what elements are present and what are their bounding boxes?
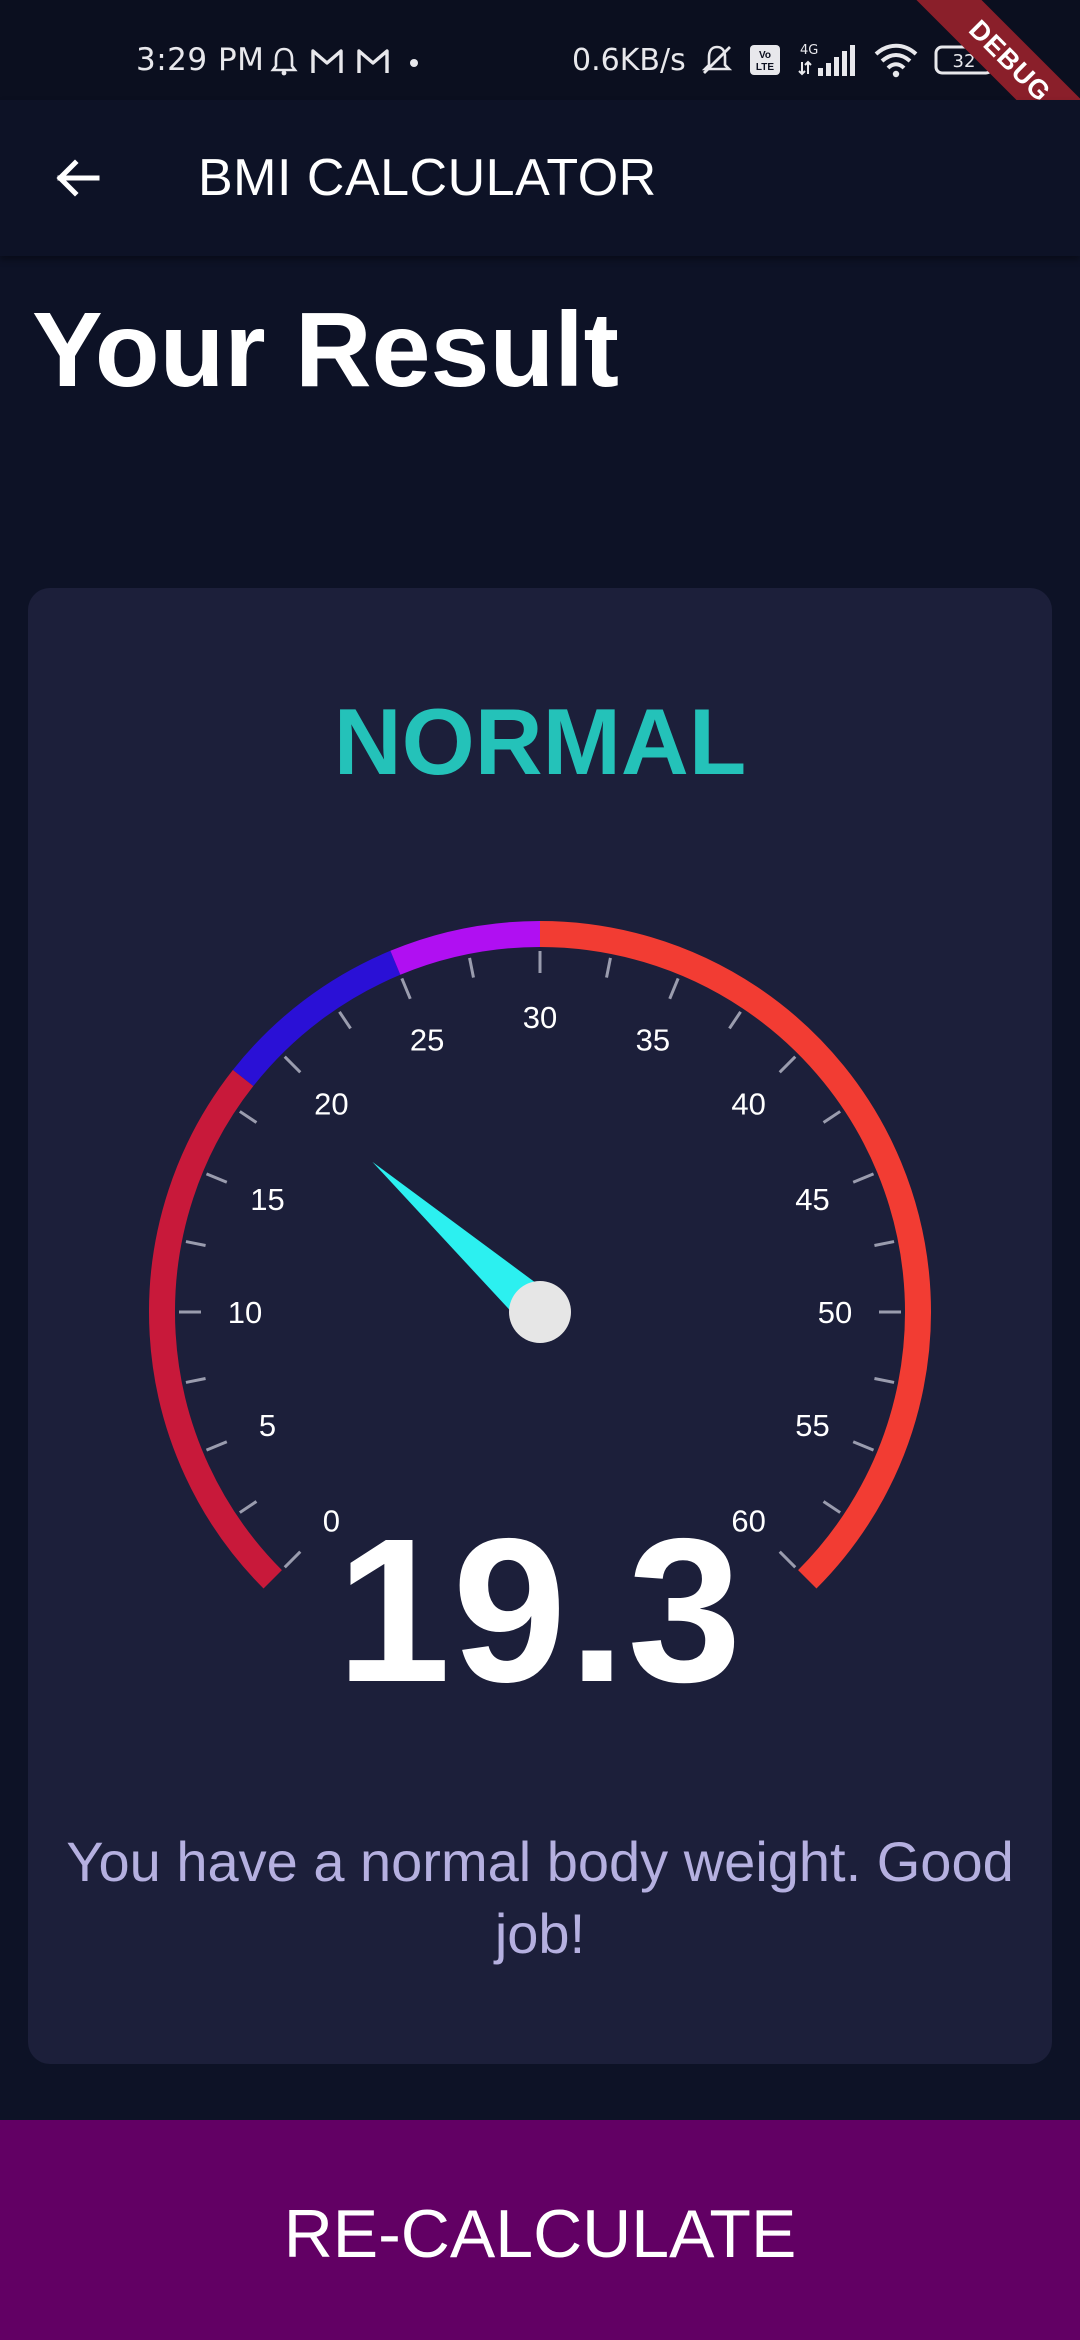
svg-text:Vo: Vo <box>759 50 771 61</box>
signal-icon: 4G <box>797 43 855 76</box>
gauge-tick <box>778 1055 797 1074</box>
bmi-value: 19.3 <box>336 1496 744 1725</box>
gauge-tick-label: 25 <box>410 1022 444 1057</box>
gauge-tick-label: 10 <box>228 1295 262 1330</box>
gauge-tick <box>400 977 412 1000</box>
gauge-tick-label: 15 <box>250 1182 284 1217</box>
gauge-tick-label: 20 <box>314 1086 348 1121</box>
arrow-left-icon <box>56 159 100 197</box>
status-bar: 3:29 PM 0.6KB/s Vo LTE 4G 32 <box>0 0 1080 100</box>
gauge-tick <box>205 1172 228 1184</box>
gauge-tick-label: 60 <box>731 1504 765 1539</box>
gauge-ranges <box>149 921 931 1589</box>
gauge-tick <box>239 1110 258 1124</box>
gauge-range-2 <box>390 921 541 975</box>
gauge-tick <box>822 1500 841 1514</box>
gauge-tick <box>283 1055 302 1074</box>
system-status: 0.6KB/s Vo LTE 4G 32 <box>572 42 1000 78</box>
gauge-labels: 0 5 10 15 20 25 30 35 40 45 50 55 60 <box>228 1000 852 1539</box>
page-title: Your Result <box>32 291 619 409</box>
gauge-tick-label: 50 <box>818 1295 852 1330</box>
gauge-tick <box>728 1011 742 1030</box>
gauge-tick-label: 35 <box>636 1022 670 1057</box>
recalculate-button[interactable]: RE-CALCULATE <box>0 2120 1080 2340</box>
status-time: 3:29 PM <box>136 42 265 78</box>
gauge-tick <box>778 1550 797 1569</box>
gauge-knob <box>509 1281 571 1343</box>
gauge-tick <box>874 1240 895 1247</box>
gauge-range-3 <box>539 921 931 1589</box>
recalculate-label: RE-CALCULATE <box>283 2196 797 2272</box>
gauge-tick-label: 45 <box>795 1182 829 1217</box>
battery-level: 32 <box>952 51 975 72</box>
gauge-tick <box>185 1377 206 1384</box>
gauge-tick <box>822 1110 841 1124</box>
gmail-icon <box>357 49 389 73</box>
app-bar: BMI CALCULATOR <box>0 100 1080 256</box>
gauge-tick <box>205 1440 228 1452</box>
gauge-tick-label: 5 <box>259 1408 276 1443</box>
mute-icon <box>701 45 732 74</box>
gmail-icon <box>311 49 343 73</box>
notification-icons <box>270 46 426 76</box>
svg-text:LTE: LTE <box>756 62 774 73</box>
gauge-tick <box>668 977 680 1000</box>
gauge-ticks <box>179 951 901 1569</box>
result-message: You have a normal body weight. Good job! <box>66 1830 1014 1965</box>
alarm-icon <box>270 47 298 76</box>
gauge-tick <box>874 1377 895 1384</box>
gauge-needle <box>372 1161 555 1328</box>
gauge-range-0 <box>149 1069 282 1589</box>
gauge-tick-label: 30 <box>523 1000 557 1035</box>
gauge-tick-label: 55 <box>795 1408 829 1443</box>
gauge-tick <box>605 957 612 978</box>
gauge-tick <box>468 957 475 978</box>
gauge-tick <box>185 1240 206 1247</box>
gauge-tick <box>283 1550 302 1569</box>
app-title: BMI CALCULATOR <box>198 149 657 207</box>
network-speed: 0.6KB/s <box>572 42 686 78</box>
gauge-tick <box>239 1500 258 1514</box>
result-card: NORMAL 0 5 10 15 20 25 30 35 40 45 50 55 60 19.3 You… <box>28 588 1052 2064</box>
wifi-icon <box>874 43 918 78</box>
gauge-tick-label: 40 <box>731 1086 765 1121</box>
svg-text:4G: 4G <box>800 43 818 58</box>
gauge-tick <box>852 1172 875 1184</box>
back-button[interactable] <box>40 140 116 216</box>
bmi-category: NORMAL <box>333 689 747 794</box>
gauge-range-1 <box>232 950 401 1087</box>
gauge-tick-label: 0 <box>323 1504 340 1539</box>
gauge-tick <box>852 1440 875 1452</box>
gauge-tick <box>338 1011 352 1030</box>
bmi-gauge: 0 5 10 15 20 25 30 35 40 45 50 55 60 <box>149 921 931 1589</box>
dot-icon <box>410 59 418 67</box>
